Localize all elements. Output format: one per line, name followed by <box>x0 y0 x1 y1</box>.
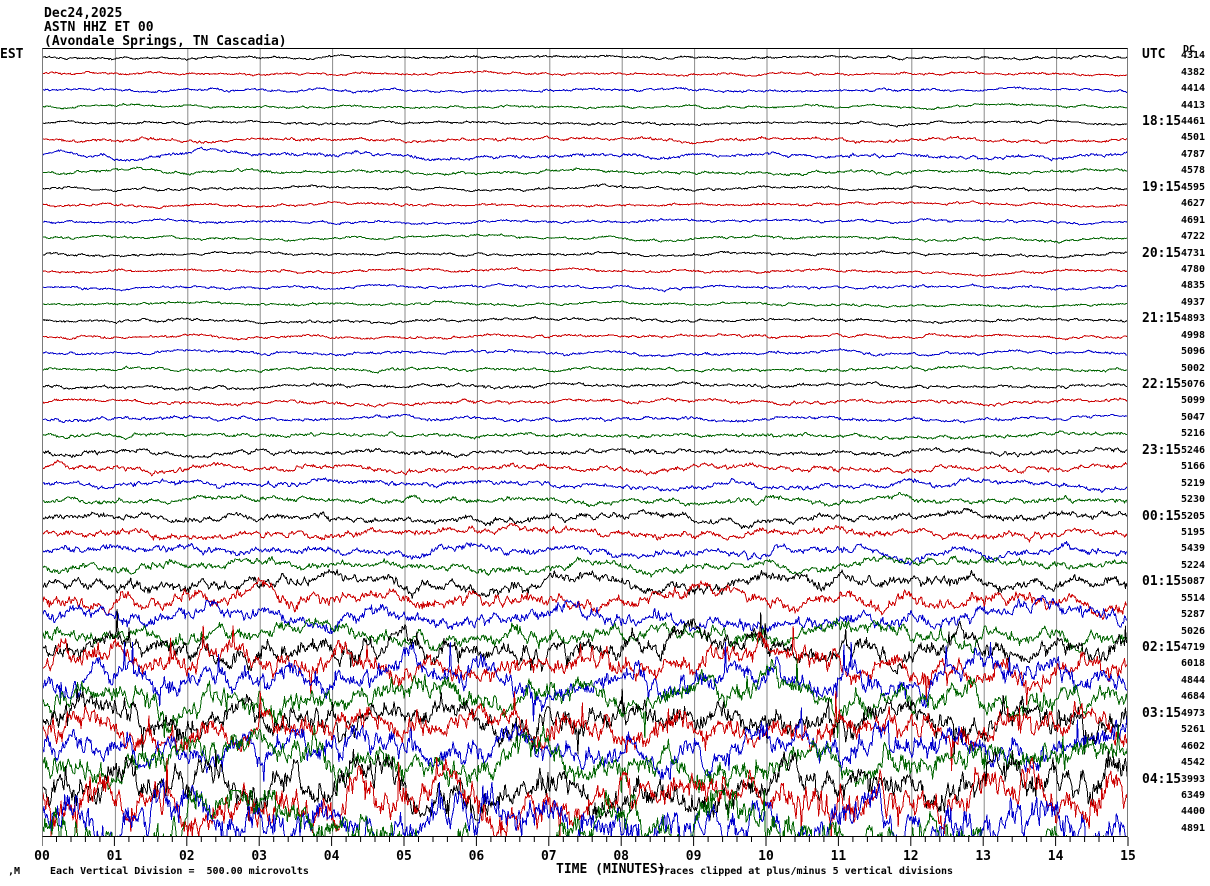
right-time-label: 02:15 <box>1142 640 1182 655</box>
right-time-label: 21:15 <box>1142 311 1182 327</box>
clipping-note: Traces clipped at plus/minus 5 vertical … <box>658 866 954 877</box>
right-time-label: 18:15 <box>1142 114 1182 129</box>
dc-value: 5216 <box>1181 428 1206 440</box>
dc-value: 4893 <box>1181 313 1206 325</box>
dc-value: 4835 <box>1181 280 1206 292</box>
dc-value: 4314 <box>1181 50 1206 62</box>
right-time-label: 04:15 <box>1142 771 1182 787</box>
dc-value: 4780 <box>1181 263 1206 275</box>
dc-value: 4602 <box>1181 740 1206 752</box>
dc-value: 5287 <box>1181 609 1206 621</box>
x-axis-tick-label: 12 <box>902 849 919 864</box>
dc-value: 5224 <box>1181 559 1206 571</box>
dc-value: 4691 <box>1181 214 1206 226</box>
x-axis-tick-label: 09 <box>685 849 702 864</box>
footer-left-mark: ,M <box>8 866 21 877</box>
x-axis-tick-label: 08 <box>613 849 630 864</box>
x-axis-tick-label: 06 <box>468 849 485 864</box>
dc-value: 5439 <box>1181 543 1206 555</box>
header-channel: ASTN HHZ ET 00 <box>44 20 154 35</box>
right-time-label: 23:15 <box>1142 442 1182 458</box>
seismogram-plot-area[interactable] <box>42 48 1128 837</box>
dc-value: 4542 <box>1181 757 1206 768</box>
dc-value: 4844 <box>1181 674 1206 686</box>
dc-value: 4414 <box>1181 83 1206 95</box>
dc-value: 4413 <box>1181 99 1206 111</box>
right-time-label: 19:15 <box>1142 179 1182 195</box>
dc-value: 5230 <box>1181 494 1206 505</box>
dc-value: 4684 <box>1181 691 1206 703</box>
right-time-label: 20:15 <box>1142 245 1182 261</box>
right-timezone-label: UTC <box>1142 47 1166 62</box>
header-location: (Avondale Springs, TN Cascadia) <box>44 34 287 49</box>
right-time-label: 00:15 <box>1142 508 1182 524</box>
x-axis-tick-label: 07 <box>540 849 557 864</box>
dc-value: 4595 <box>1181 181 1206 193</box>
dc-value: 4891 <box>1181 822 1206 834</box>
left-timezone-label: EST <box>0 47 24 62</box>
x-axis-tick-label: 01 <box>106 849 123 864</box>
dc-value: 4627 <box>1181 198 1206 210</box>
dc-value: 5099 <box>1181 395 1206 407</box>
x-axis-tick-label: 11 <box>830 849 847 864</box>
dc-value: 4719 <box>1181 642 1206 653</box>
dc-value: 4937 <box>1181 296 1206 308</box>
x-axis-tick-label: 10 <box>758 849 774 864</box>
dc-value: 4787 <box>1181 148 1206 160</box>
x-axis-tick-label: 05 <box>396 849 412 864</box>
dc-value: 5076 <box>1181 379 1206 390</box>
dc-value: 5261 <box>1181 724 1206 736</box>
dc-value: 3993 <box>1181 773 1206 785</box>
dc-value: 4998 <box>1181 329 1206 341</box>
x-axis-ticks: 00 01 02 03 04 05 06 07 08 09 10 11 12 13 14 15 <box>34 837 1136 864</box>
dc-value: 6018 <box>1181 658 1206 670</box>
dc-value: 5002 <box>1181 362 1206 374</box>
dc-column-header: DC <box>1183 44 1196 55</box>
x-axis-tick-label: 04 <box>323 849 340 864</box>
x-axis-tick-label: 15 <box>1120 849 1136 864</box>
header-date: Dec24,2025 <box>44 6 123 21</box>
dc-value: 5205 <box>1181 510 1206 522</box>
vertical-division-note: Each Vertical Division = 500.00 microvol… <box>50 866 309 877</box>
dc-value: 5219 <box>1181 477 1206 489</box>
dc-value: 4973 <box>1181 707 1206 719</box>
x-axis-title: TIME (MINUTES) <box>556 862 666 877</box>
dc-value: 4722 <box>1181 231 1206 242</box>
right-time-label: 22:15 <box>1142 377 1182 392</box>
x-axis-tick-label: 03 <box>251 849 268 864</box>
dc-value: 4578 <box>1181 165 1206 177</box>
dc-value: 4400 <box>1181 806 1206 818</box>
dc-value: 5246 <box>1181 444 1206 456</box>
right-time-label: 01:15 <box>1142 574 1182 590</box>
dc-value: 5026 <box>1181 625 1206 637</box>
x-axis-tick-label: 00 <box>34 849 50 864</box>
right-time-label: 03:15 <box>1142 705 1182 721</box>
dc-value: 5166 <box>1181 461 1206 473</box>
dc-value: 4501 <box>1181 132 1206 144</box>
dc-value: 5514 <box>1181 592 1206 604</box>
dc-value: 4461 <box>1181 116 1206 127</box>
dc-value: 6349 <box>1181 789 1206 801</box>
x-axis-tick-label: 13 <box>975 849 992 864</box>
dc-value: 5087 <box>1181 576 1206 588</box>
dc-value: 4731 <box>1181 247 1206 259</box>
dc-value: 5195 <box>1181 526 1206 538</box>
x-axis-tick-label: 02 <box>178 849 195 864</box>
dc-value: 4382 <box>1181 66 1206 78</box>
seismic-traces <box>43 54 1127 836</box>
x-axis-tick-label: 14 <box>1047 849 1064 864</box>
dc-value: 5096 <box>1181 346 1206 358</box>
plot-gridlines <box>114 49 1058 836</box>
dc-value: 5047 <box>1181 411 1206 423</box>
